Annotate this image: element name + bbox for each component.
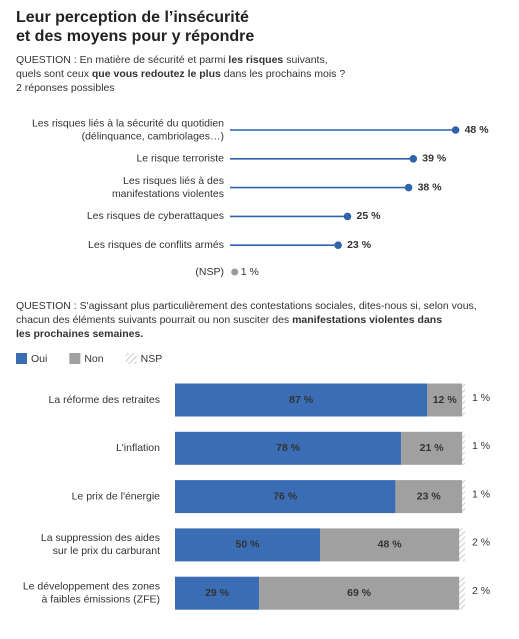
- category-label: Les risques de conflits armés: [88, 239, 224, 251]
- category-label: Le développement des zones: [23, 580, 160, 592]
- value-label: 12 %: [433, 394, 458, 406]
- value-label: 78 %: [276, 442, 301, 454]
- question-text: suivants,: [283, 54, 327, 66]
- question-text: que vous redoutez le plus: [92, 68, 221, 80]
- dot: [334, 241, 342, 249]
- dot: [409, 155, 418, 163]
- nsp-label: (NSP): [195, 266, 224, 278]
- bar-segment: [175, 480, 396, 514]
- question-text: 2 réponses possibles: [16, 82, 115, 94]
- legend-swatch: [69, 353, 81, 364]
- bar-segment: [175, 576, 260, 610]
- category-label: manifestations violentes: [112, 188, 224, 200]
- question-text: QUESTION : En matière de sécurité et par…: [16, 54, 228, 66]
- value-label: 25 %: [357, 210, 382, 222]
- value-label: 1 %: [472, 392, 490, 404]
- value-label: 48 %: [465, 124, 490, 136]
- bar-segment: [175, 383, 428, 417]
- value-label: 2 %: [472, 585, 490, 597]
- value-label: 38 %: [418, 181, 443, 193]
- category-label: La suppression des aides: [41, 532, 160, 544]
- question-text: dans les prochains mois ?: [221, 68, 345, 80]
- question-text: QUESTION : S'agissant plus particulièrem…: [16, 300, 477, 312]
- legend-swatch: [125, 353, 137, 364]
- category-label: à faibles émissions (ZFE): [42, 593, 160, 605]
- legend-swatch: [16, 353, 27, 364]
- value-label: 50 %: [236, 539, 261, 551]
- value-label: 87 %: [289, 394, 314, 406]
- question-text: les prochaines semaines.: [16, 328, 143, 340]
- question-text: manifestations violentes dans: [292, 314, 442, 326]
- bar-segment: [175, 528, 320, 562]
- question-line: chacun des éléments suivants pourrait ou…: [16, 314, 442, 326]
- dot: [451, 126, 460, 134]
- value-label: 69 %: [347, 587, 372, 599]
- legend-label: Non: [84, 353, 103, 365]
- category-label: Les risques liés à la sécurité du quotid…: [32, 117, 224, 129]
- nsp-value: 1 %: [241, 266, 259, 278]
- question-line: QUESTION : S'agissant plus particulièrem…: [16, 300, 477, 312]
- category-label: Les risques de cyberattaques: [87, 210, 224, 222]
- category-label: sur le prix du carburant: [53, 545, 160, 557]
- bar-segment: [462, 431, 465, 465]
- question-text: les risques: [228, 54, 283, 66]
- question-line: 2 réponses possibles: [16, 82, 115, 94]
- value-label: 21 %: [420, 442, 445, 454]
- bar-segment: [320, 528, 460, 562]
- category-label: Les risques liés à des: [123, 175, 224, 187]
- bar-segment: [462, 480, 465, 514]
- value-label: 29 %: [205, 587, 230, 599]
- question-line: quels sont ceux que vous redoutez le plu…: [16, 68, 345, 80]
- value-label: 76 %: [273, 490, 298, 502]
- category-label: L'inflation: [116, 442, 160, 454]
- question-text: quels sont ceux: [16, 68, 92, 80]
- category-label: La réforme des retraites: [49, 394, 160, 406]
- value-label: 23 %: [347, 239, 372, 251]
- title-line: et des moyens pour y répondre: [16, 28, 254, 45]
- question-line: QUESTION : En matière de sécurité et par…: [16, 54, 328, 66]
- category-label: Le risque terroriste: [136, 153, 224, 165]
- value-label: 48 %: [378, 539, 403, 551]
- bar-segment: [459, 576, 465, 610]
- bar-segment: [462, 383, 465, 417]
- value-label: 23 %: [417, 490, 442, 502]
- legend-label: Oui: [31, 353, 47, 365]
- category-label: (délinquance, cambriolages…): [82, 130, 224, 142]
- bar-segment: [401, 431, 463, 465]
- bar-segment: [395, 480, 463, 514]
- dot: [404, 183, 413, 192]
- bar-segment: [427, 383, 463, 417]
- value-label: 1 %: [472, 440, 490, 452]
- nsp-dot: [231, 268, 239, 276]
- question-text: chacun des éléments suivants pourrait ou…: [16, 314, 292, 326]
- dot: [343, 212, 352, 221]
- value-label: 1 %: [472, 488, 490, 500]
- legend-label: NSP: [141, 353, 163, 365]
- bar-segment: [459, 528, 465, 562]
- bar-segment: [175, 431, 402, 465]
- category-label: Le prix de l'énergie: [72, 490, 161, 502]
- value-label: 2 %: [472, 537, 490, 549]
- bar-segment: [259, 576, 460, 610]
- value-label: 39 %: [422, 153, 447, 165]
- title-line: Leur perception de l’insécurité: [16, 9, 249, 26]
- question-line: les prochaines semaines.: [16, 328, 143, 340]
